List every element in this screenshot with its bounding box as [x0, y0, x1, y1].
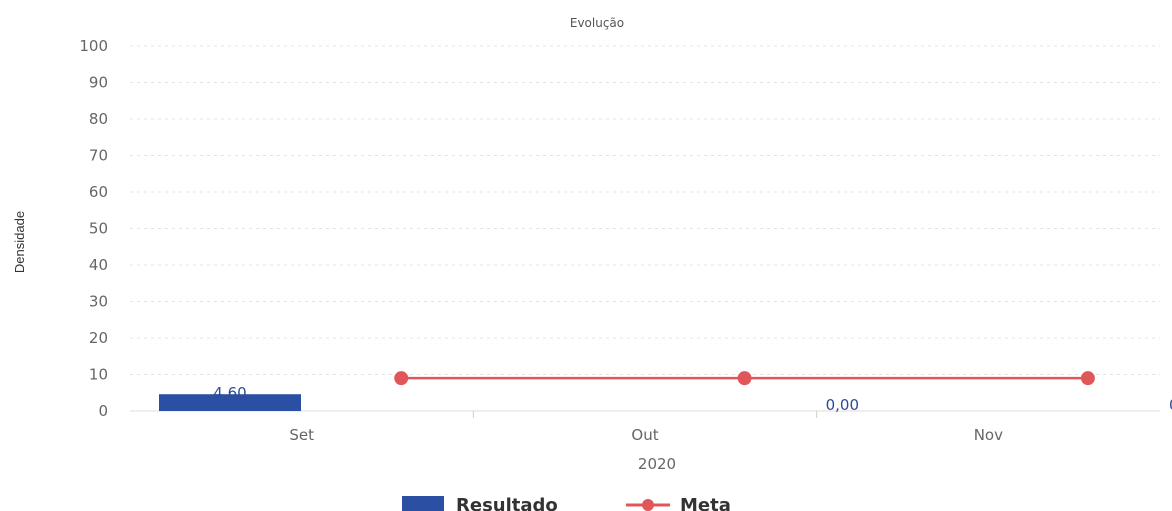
- y-tick-label: 20: [89, 329, 108, 347]
- meta-point-out: [737, 371, 752, 386]
- line-series: [394, 371, 1095, 386]
- data-label: 4,60: [213, 384, 246, 402]
- y-tick-label: 100: [79, 37, 108, 55]
- y-tick-label: 50: [89, 220, 108, 238]
- y-axis-label: Densidade: [12, 211, 27, 273]
- gridlines: [130, 45, 1160, 375]
- bar-resultado-set: [159, 394, 301, 411]
- chart-title: Evolução: [570, 16, 624, 30]
- data-label: 0,00: [1169, 396, 1172, 414]
- legend[interactable]: Resultado Meta: [402, 495, 731, 511]
- legend-label-meta: Meta: [680, 495, 731, 511]
- x-axis: Set Out Nov: [130, 410, 1160, 444]
- y-tick-label: 80: [89, 110, 108, 128]
- y-tick-label: 40: [89, 256, 108, 274]
- y-axis-ticks: 0 10 20 30 40 50 60 70 80 90 100: [79, 37, 108, 420]
- x-tick-label: Out: [631, 426, 658, 444]
- legend-swatch-resultado: [402, 496, 444, 511]
- x-tick-label: Nov: [974, 426, 1003, 444]
- y-tick-label: 60: [89, 183, 108, 201]
- y-tick-label: 0: [98, 402, 108, 420]
- y-tick-label: 70: [89, 147, 108, 165]
- y-tick-label: 30: [89, 293, 108, 311]
- x-tick-label: Set: [289, 426, 314, 444]
- data-label: 0,00: [826, 396, 859, 414]
- meta-point-nov: [1080, 371, 1095, 386]
- x-axis-title: 2020: [638, 455, 676, 473]
- data-labels: 4,60 0,00 0,00: [213, 384, 1172, 414]
- y-tick-label: 10: [89, 366, 108, 384]
- legend-label-resultado: Resultado: [456, 495, 558, 511]
- y-tick-label: 90: [89, 74, 108, 92]
- bar-series: [159, 394, 301, 411]
- legend-swatch-meta-dot: [642, 499, 654, 511]
- meta-point-set: [394, 371, 409, 386]
